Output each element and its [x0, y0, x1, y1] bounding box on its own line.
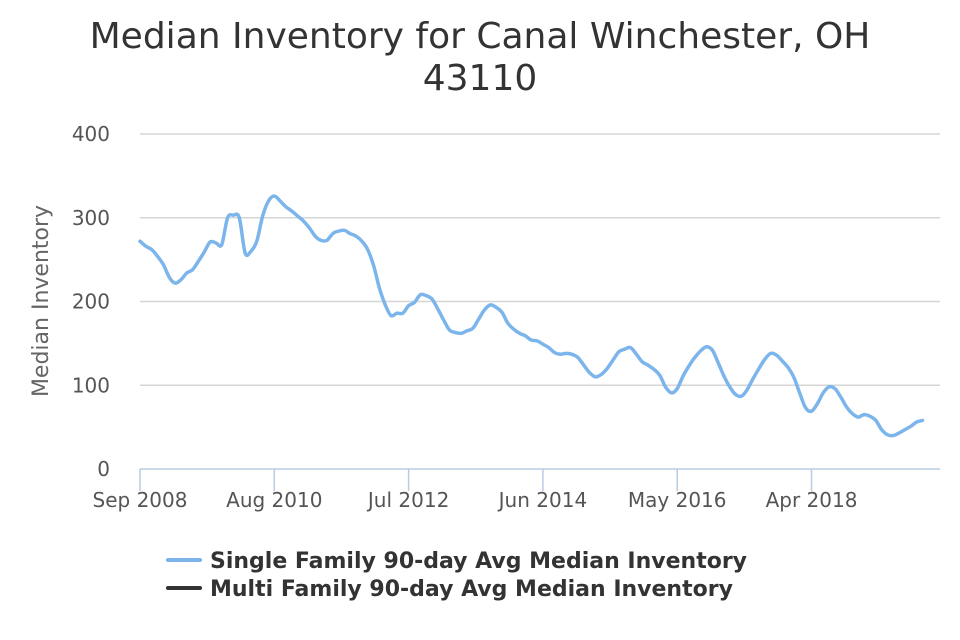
x-tick-label-5: Apr 2018 — [766, 488, 858, 512]
legend: Single Family 90-day Avg Median Inventor… — [166, 549, 747, 602]
chart-title-line-1: Median Inventory for Canal Winchester, O… — [90, 16, 871, 57]
legend-label-1: Multi Family 90-day Avg Median Inventory — [210, 577, 733, 602]
plot-series — [138, 194, 925, 438]
x-tick-label-0: Sep 2008 — [93, 488, 188, 512]
x-tick-label-4: May 2016 — [628, 488, 727, 512]
x-tick-label-2: Jul 2012 — [366, 488, 449, 512]
y-axis-title: Median Inventory — [29, 205, 54, 397]
x-axis: Sep 2008 Aug 2010 Jul 2012 Jun 2014 May 2016… — [93, 468, 940, 512]
legend-label-0: Single Family 90-day Avg Median Inventor… — [210, 549, 747, 574]
y-tick-label-200: 200 — [72, 290, 110, 314]
y-tick-label-300: 300 — [72, 206, 110, 230]
y-tick-label-0: 0 — [97, 457, 110, 481]
series-line-0 — [138, 194, 925, 438]
y-axis-tick-labels: 0 100 200 300 400 — [72, 122, 110, 481]
x-tick-label-1: Aug 2010 — [226, 488, 322, 512]
legend-item-0[interactable]: Single Family 90-day Avg Median Inventor… — [166, 549, 747, 574]
x-tick-label-3: Jun 2014 — [497, 488, 588, 512]
legend-item-1[interactable]: Multi Family 90-day Avg Median Inventory — [166, 577, 733, 602]
y-tick-label-400: 400 — [72, 122, 110, 146]
y-tick-label-100: 100 — [72, 373, 110, 397]
y-gridlines — [140, 133, 940, 386]
chart-title: Median Inventory for Canal Winchester, O… — [90, 16, 871, 99]
chart-title-line-2: 43110 — [423, 58, 538, 99]
